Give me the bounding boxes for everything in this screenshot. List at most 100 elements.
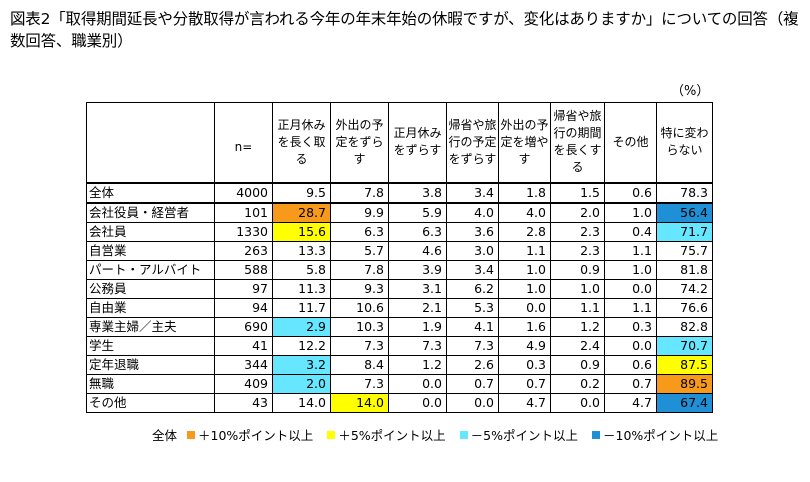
percent-cell: 0.6 [604, 354, 657, 375]
percent-cell: 5.8 [272, 259, 331, 280]
percent-cell: 2.1 [388, 297, 447, 318]
percent-cell: 0.0 [446, 392, 499, 413]
row-label: 定年退職 [86, 354, 215, 375]
row-label: パート・アルバイト [86, 259, 215, 280]
percent-cell: 76.6 [656, 297, 713, 318]
percent-cell: 1.0 [498, 259, 551, 280]
percent-cell: 2.8 [498, 221, 551, 242]
percent-cell: 7.3 [330, 373, 389, 394]
percent-cell: 8.4 [330, 354, 389, 375]
percent-cell: 1.1 [550, 297, 605, 318]
sample-size-cell: 97 [214, 278, 273, 299]
table-row: 自由業 94 11.7 10.6 2.1 5.3 0.0 1.1 1.1 76.6 [86, 297, 713, 318]
legend-item: －10%ポイント以上 [592, 425, 718, 444]
legend: 全体 ＋10%ポイント以上 ＋5%ポイント以上 －5%ポイント以上 －10%ポイ… [152, 425, 732, 444]
percent-cell: 2.3 [550, 221, 605, 242]
percent-cell: 4.0 [498, 202, 551, 223]
percent-cell: 56.4 [656, 202, 713, 223]
percent-cell: 15.6 [272, 221, 331, 242]
percent-cell: 4.7 [498, 392, 551, 413]
percent-cell: 0.0 [604, 335, 657, 356]
percent-cell: 4.1 [446, 316, 499, 337]
percent-cell: 0.3 [498, 354, 551, 375]
percent-cell: 71.7 [656, 221, 713, 242]
percent-cell: 5.7 [330, 240, 389, 261]
percent-cell: 1.8 [498, 182, 551, 204]
percent-cell: 3.9 [388, 259, 447, 280]
table-row: 自営業 263 13.3 5.7 4.6 3.0 1.1 2.3 1.1 75.7 [86, 240, 713, 261]
percent-cell: 0.9 [550, 354, 605, 375]
row-label: 公務員 [86, 278, 215, 299]
percent-cell: 2.9 [272, 316, 331, 337]
legend-label: ＋5%ポイント以上 [338, 428, 446, 443]
table-row: 全体 4000 9.5 7.8 3.8 3.4 1.8 1.5 0.6 78.3 [86, 182, 713, 204]
percent-cell: 70.7 [656, 335, 713, 356]
col-header: 正月休みを長く取る [272, 102, 331, 184]
legend-item: ＋10%ポイント以上 [187, 425, 313, 444]
row-label: 学生 [86, 335, 215, 356]
percent-cell: 10.3 [330, 316, 389, 337]
sample-size-cell: 4000 [214, 182, 273, 204]
percent-cell: 1.2 [388, 354, 447, 375]
percent-cell: 7.3 [388, 335, 447, 356]
table-row: 定年退職 344 3.2 8.4 1.2 2.6 0.3 0.9 0.6 87.5 [86, 354, 713, 375]
sample-size-cell: 41 [214, 335, 273, 356]
percent-cell: 87.5 [656, 354, 713, 375]
row-label: 専業主婦／主夫 [86, 316, 215, 337]
table-row: パート・アルバイト 588 5.8 7.8 3.9 3.4 1.0 0.9 1.0 81.8 [86, 259, 713, 280]
percent-cell: 28.7 [272, 202, 331, 223]
legend-label: ＋10%ポイント以上 [198, 428, 314, 443]
percent-cell: 3.4 [446, 182, 499, 204]
percent-cell: 0.7 [446, 373, 499, 394]
col-header: n= [214, 102, 273, 184]
percent-cell: 14.0 [330, 392, 389, 413]
col-header: 特に変わらない [656, 102, 713, 184]
table-row: 無職 409 2.0 7.3 0.0 0.7 0.7 0.2 0.7 89.5 [86, 373, 713, 394]
percent-cell: 3.1 [388, 278, 447, 299]
percent-cell: 2.0 [550, 202, 605, 223]
percent-cell: 4.9 [498, 335, 551, 356]
percent-cell: 7.8 [330, 259, 389, 280]
percent-cell: 7.3 [446, 335, 499, 356]
percent-cell: 1.1 [604, 240, 657, 261]
unit-label: （%） [671, 84, 710, 99]
legend-prefix: 全体 [152, 428, 178, 443]
percent-cell: 1.0 [498, 278, 551, 299]
percent-cell: 1.0 [550, 278, 605, 299]
percent-cell: 74.2 [656, 278, 713, 299]
table-row: 会社役員・経営者 101 28.7 9.9 5.9 4.0 4.0 2.0 1.0 56.4 [86, 202, 713, 223]
percent-cell: 3.4 [446, 259, 499, 280]
legend-item: －5%ポイント以上 [459, 425, 578, 444]
figure-title: 図表2「取得期間延長や分散取得が言われる今年の年末年始の休暇ですが、変化はありま… [10, 10, 799, 50]
percent-cell: 4.7 [604, 392, 657, 413]
legend-swatch-orange [187, 430, 196, 439]
sample-size-cell: 409 [214, 373, 273, 394]
percent-cell: 12.2 [272, 335, 331, 356]
col-header: その他 [604, 102, 657, 184]
percent-cell: 13.3 [272, 240, 331, 261]
col-header: 帰省や旅行の予定をずらす [446, 102, 499, 184]
percent-cell: 9.3 [330, 278, 389, 299]
legend-swatch-blue [592, 430, 600, 439]
percent-cell: 5.3 [446, 297, 499, 318]
percent-cell: 67.4 [656, 392, 713, 413]
percent-cell: 0.6 [604, 182, 657, 204]
legend-label: －10%ポイント以上 [603, 428, 719, 443]
percent-cell: 0.2 [550, 373, 605, 394]
percent-cell: 5.9 [388, 202, 447, 223]
percent-cell: 81.8 [656, 259, 713, 280]
percent-cell: 6.2 [446, 278, 499, 299]
percent-cell: 6.3 [388, 221, 447, 242]
percent-cell: 11.7 [272, 297, 331, 318]
percent-cell: 4.0 [446, 202, 499, 223]
sample-size-cell: 43 [214, 392, 273, 413]
percent-cell: 0.3 [604, 316, 657, 337]
col-header: 帰省や旅行の期間を長くする [550, 102, 605, 184]
percent-cell: 78.3 [656, 182, 713, 204]
percent-cell: 2.4 [550, 335, 605, 356]
table-row: 学生 41 12.2 7.3 7.3 7.3 4.9 2.4 0.0 70.7 [86, 335, 713, 356]
row-label: 自営業 [86, 240, 215, 261]
percent-cell: 1.0 [604, 259, 657, 280]
percent-cell: 0.0 [498, 297, 551, 318]
percent-cell: 1.9 [388, 316, 447, 337]
